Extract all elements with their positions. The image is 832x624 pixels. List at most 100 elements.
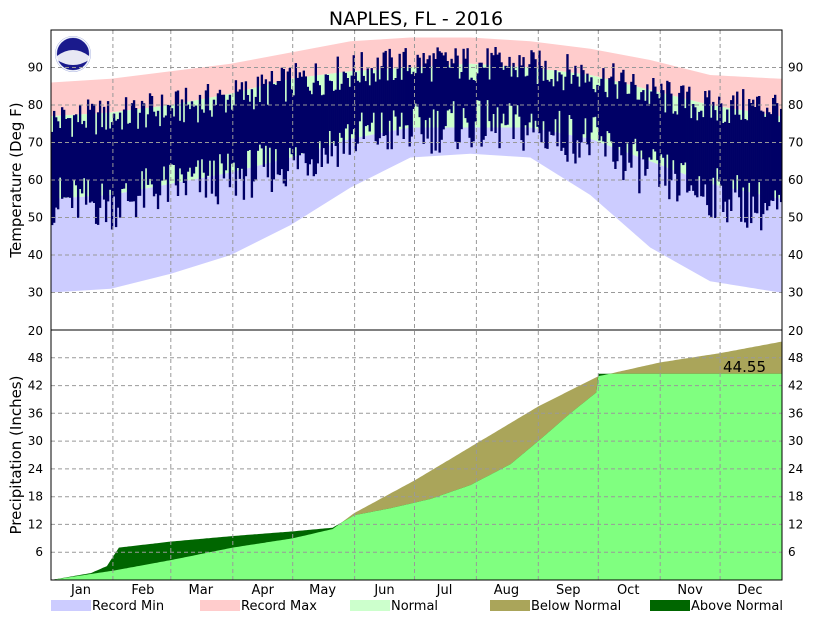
daily-temp-bar bbox=[584, 82, 587, 119]
daily-temp-bar bbox=[182, 122, 186, 183]
daily-temp-bar bbox=[56, 121, 60, 210]
daily-temp-bar bbox=[542, 80, 545, 122]
daily-temp-bar bbox=[614, 84, 617, 169]
daily-temp-bar bbox=[574, 65, 577, 164]
daily-temp-bar bbox=[332, 90, 335, 142]
daily-temp-bar bbox=[740, 119, 743, 222]
month-tick-label: May bbox=[309, 583, 336, 598]
legend-label: Below Normal bbox=[531, 599, 621, 614]
legend-label: Record Max bbox=[241, 599, 317, 614]
daily-temp-bar bbox=[702, 117, 705, 197]
daily-temp-bar bbox=[288, 67, 292, 148]
daily-temp-bar bbox=[316, 80, 319, 164]
daily-temp-bar bbox=[516, 77, 519, 106]
daily-temp-bar bbox=[160, 94, 164, 181]
daily-temp-bar bbox=[170, 108, 174, 165]
temp-tick-label-right: 30 bbox=[788, 286, 803, 300]
temp-tick-label-right: 50 bbox=[788, 211, 803, 225]
daily-temp-bar bbox=[336, 56, 339, 167]
daily-temp-bar bbox=[708, 90, 711, 216]
month-tick-label: Mar bbox=[189, 583, 214, 598]
daily-temp-bar bbox=[144, 127, 148, 169]
daily-temp-bar bbox=[680, 85, 683, 164]
daily-temp-bar bbox=[184, 87, 188, 196]
month-tick-label: Nov bbox=[677, 583, 703, 598]
daily-temp-bar bbox=[764, 116, 767, 203]
daily-temp-bar bbox=[122, 109, 126, 189]
daily-temp-bar bbox=[366, 68, 369, 126]
daily-temp-bar bbox=[326, 75, 329, 164]
daily-temp-bar bbox=[104, 129, 108, 223]
daily-temp-bar bbox=[556, 81, 559, 147]
daily-temp-bar bbox=[338, 89, 341, 133]
daily-temp-bar bbox=[66, 118, 70, 198]
daily-temp-bar bbox=[136, 128, 140, 196]
daily-temp-bar bbox=[194, 105, 198, 167]
daily-temp-bar bbox=[616, 98, 619, 162]
daily-temp-bar bbox=[640, 92, 643, 151]
daily-temp-bar bbox=[720, 103, 723, 186]
legend-label: Above Normal bbox=[691, 599, 783, 614]
daily-temp-bar bbox=[342, 71, 345, 154]
daily-temp-bar bbox=[214, 105, 218, 197]
temperature-panel bbox=[51, 37, 783, 293]
daily-temp-bar bbox=[736, 91, 739, 176]
daily-temp-bar bbox=[692, 104, 695, 191]
daily-temp-bar bbox=[408, 65, 411, 147]
daily-temp-bar bbox=[722, 123, 725, 212]
daily-temp-bar bbox=[728, 123, 731, 200]
daily-temp-bar bbox=[436, 47, 439, 111]
daily-temp-bar bbox=[670, 93, 673, 181]
daily-temp-bar bbox=[146, 114, 150, 185]
daily-temp-bar bbox=[212, 99, 216, 161]
daily-temp-bar bbox=[222, 94, 226, 179]
daily-temp-bar bbox=[444, 52, 447, 127]
daily-temp-bar bbox=[82, 120, 86, 179]
daily-temp-bar bbox=[374, 81, 377, 142]
daily-temp-bar bbox=[510, 76, 513, 106]
daily-temp-bar bbox=[636, 99, 639, 152]
daily-temp-bar bbox=[630, 81, 633, 168]
daily-temp-bar bbox=[768, 112, 771, 207]
daily-temp-bar bbox=[96, 112, 100, 225]
daily-temp-bar bbox=[582, 70, 585, 135]
daily-temp-bar bbox=[262, 83, 266, 167]
daily-temp-bar bbox=[780, 108, 783, 203]
daily-temp-bar bbox=[648, 103, 651, 158]
daily-temp-bar bbox=[668, 82, 671, 200]
precip-tick-label-right: 18 bbox=[788, 490, 803, 504]
daily-temp-bar bbox=[70, 136, 74, 208]
daily-temp-bar bbox=[452, 63, 455, 102]
daily-temp-bar bbox=[712, 101, 715, 178]
daily-temp-bar bbox=[280, 67, 284, 170]
daily-temp-bar bbox=[150, 96, 154, 185]
daily-temp-bar bbox=[656, 93, 659, 161]
daily-temp-bar bbox=[594, 92, 597, 117]
daily-temp-bar bbox=[456, 55, 459, 150]
daily-temp-bar bbox=[550, 79, 553, 135]
legend-swatch bbox=[490, 600, 530, 611]
daily-temp-bar bbox=[276, 81, 280, 175]
daily-temp-bar bbox=[196, 122, 200, 161]
daily-temp-bar bbox=[470, 77, 473, 148]
daily-temp-bar bbox=[174, 91, 178, 186]
daily-temp-bar bbox=[644, 100, 647, 176]
daily-temp-bar bbox=[358, 82, 361, 122]
daily-temp-bar bbox=[434, 59, 437, 151]
daily-temp-bar bbox=[704, 91, 707, 185]
daily-temp-bar bbox=[750, 103, 753, 224]
daily-temp-bar bbox=[210, 116, 214, 194]
daily-temp-bar bbox=[152, 111, 156, 197]
precip-tick-label-left: 6 bbox=[35, 545, 43, 559]
daily-temp-bar bbox=[592, 89, 595, 118]
daily-temp-bar bbox=[120, 129, 124, 189]
daily-temp-bar bbox=[314, 63, 317, 175]
daily-temp-bar bbox=[282, 69, 286, 184]
daily-temp-bar bbox=[706, 97, 709, 206]
daily-temp-bar bbox=[694, 107, 697, 196]
daily-temp-bar bbox=[672, 113, 675, 161]
legend-label: Record Min bbox=[92, 599, 164, 614]
axes-layer: Jan Feb Mar Apr May Jun Jul Aug Sep Oct Nov Dec 30 30… bbox=[7, 29, 803, 598]
daily-temp-bar bbox=[88, 109, 92, 203]
daily-temp-bar bbox=[602, 68, 605, 142]
